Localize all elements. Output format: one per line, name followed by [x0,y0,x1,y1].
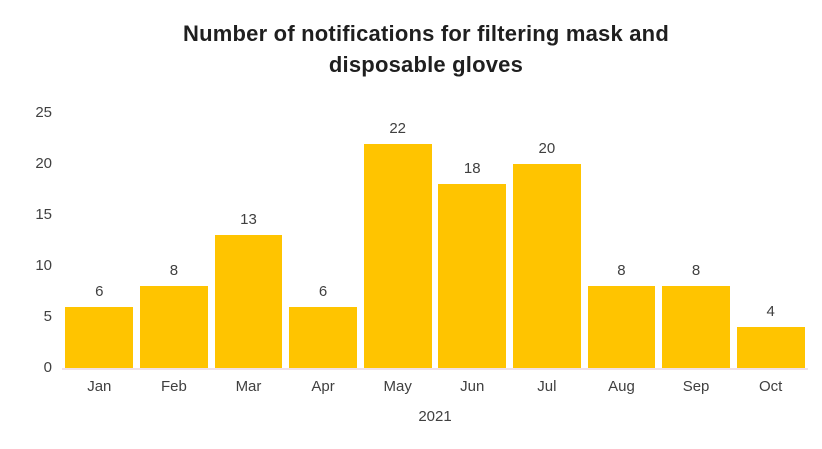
bar-slot: 8 [659,113,734,368]
plot-area: 6 8 13 6 22 18 20 8 8 4 [62,113,808,370]
bar-jun [438,184,507,368]
x-tick-label: Sep [682,378,710,395]
bar-slot: 8 [137,113,212,368]
x-tick-label: Oct [758,378,783,395]
bar-value-label: 4 [766,303,775,321]
bar-sep [662,286,730,368]
y-tick-label: 25 [35,104,52,121]
x-axis: Jan Feb Mar Apr May Jun Jul Aug Sep Oct [62,378,808,395]
chart-title: Number of notifications for filtering ma… [183,21,669,78]
x-axis-title: 2021 [418,408,452,425]
bar-value-label: 8 [169,262,179,280]
y-tick-label: 10 [35,257,52,274]
x-tick-label: Apr [311,378,335,395]
x-tick-label: Feb [160,378,187,395]
bar-value-label: 18 [463,160,481,178]
bar-apr [289,306,358,368]
bar-slot: 22 [360,113,435,368]
bar-slot: 8 [584,113,659,368]
x-tick-label: Mar [235,378,262,395]
bar-value-label: 8 [617,262,626,280]
y-tick-label: 15 [35,206,52,223]
x-tick-label: May [383,378,412,395]
bar-value-label: 20 [538,140,556,157]
bar-aug [587,286,656,368]
y-tick-label: 0 [43,359,52,376]
y-axis: 0 5 10 15 20 25 [14,104,52,376]
bar-jul [512,164,581,368]
bar-value-label: 6 [95,282,104,300]
bar-value-label: 22 [389,119,407,137]
bar-value-label: 8 [691,262,701,280]
bar-value-label: 6 [318,282,328,300]
x-tick-label: Aug [608,378,635,395]
x-tick-label: Jun [460,378,485,395]
bar-oct [736,327,805,368]
bar-slot: 13 [211,113,286,368]
bar-jan [65,306,134,368]
y-tick-label: 5 [43,308,52,325]
bar-value-label: 13 [240,211,257,229]
bar-slot: 18 [435,113,510,368]
x-tick-label: Jul [537,378,557,395]
bar-slot: 20 [510,113,585,368]
y-tick-label: 20 [35,155,52,172]
bars-area: 6 8 13 6 22 18 20 8 8 4 [62,113,808,368]
x-tick-label: Jan [87,378,112,395]
bar-may [363,143,432,368]
bar-mar [214,235,283,368]
bar-slot: 4 [733,113,808,368]
bar-feb [139,286,208,368]
bar-slot: 6 [62,113,137,368]
bar-slot: 6 [286,113,361,368]
